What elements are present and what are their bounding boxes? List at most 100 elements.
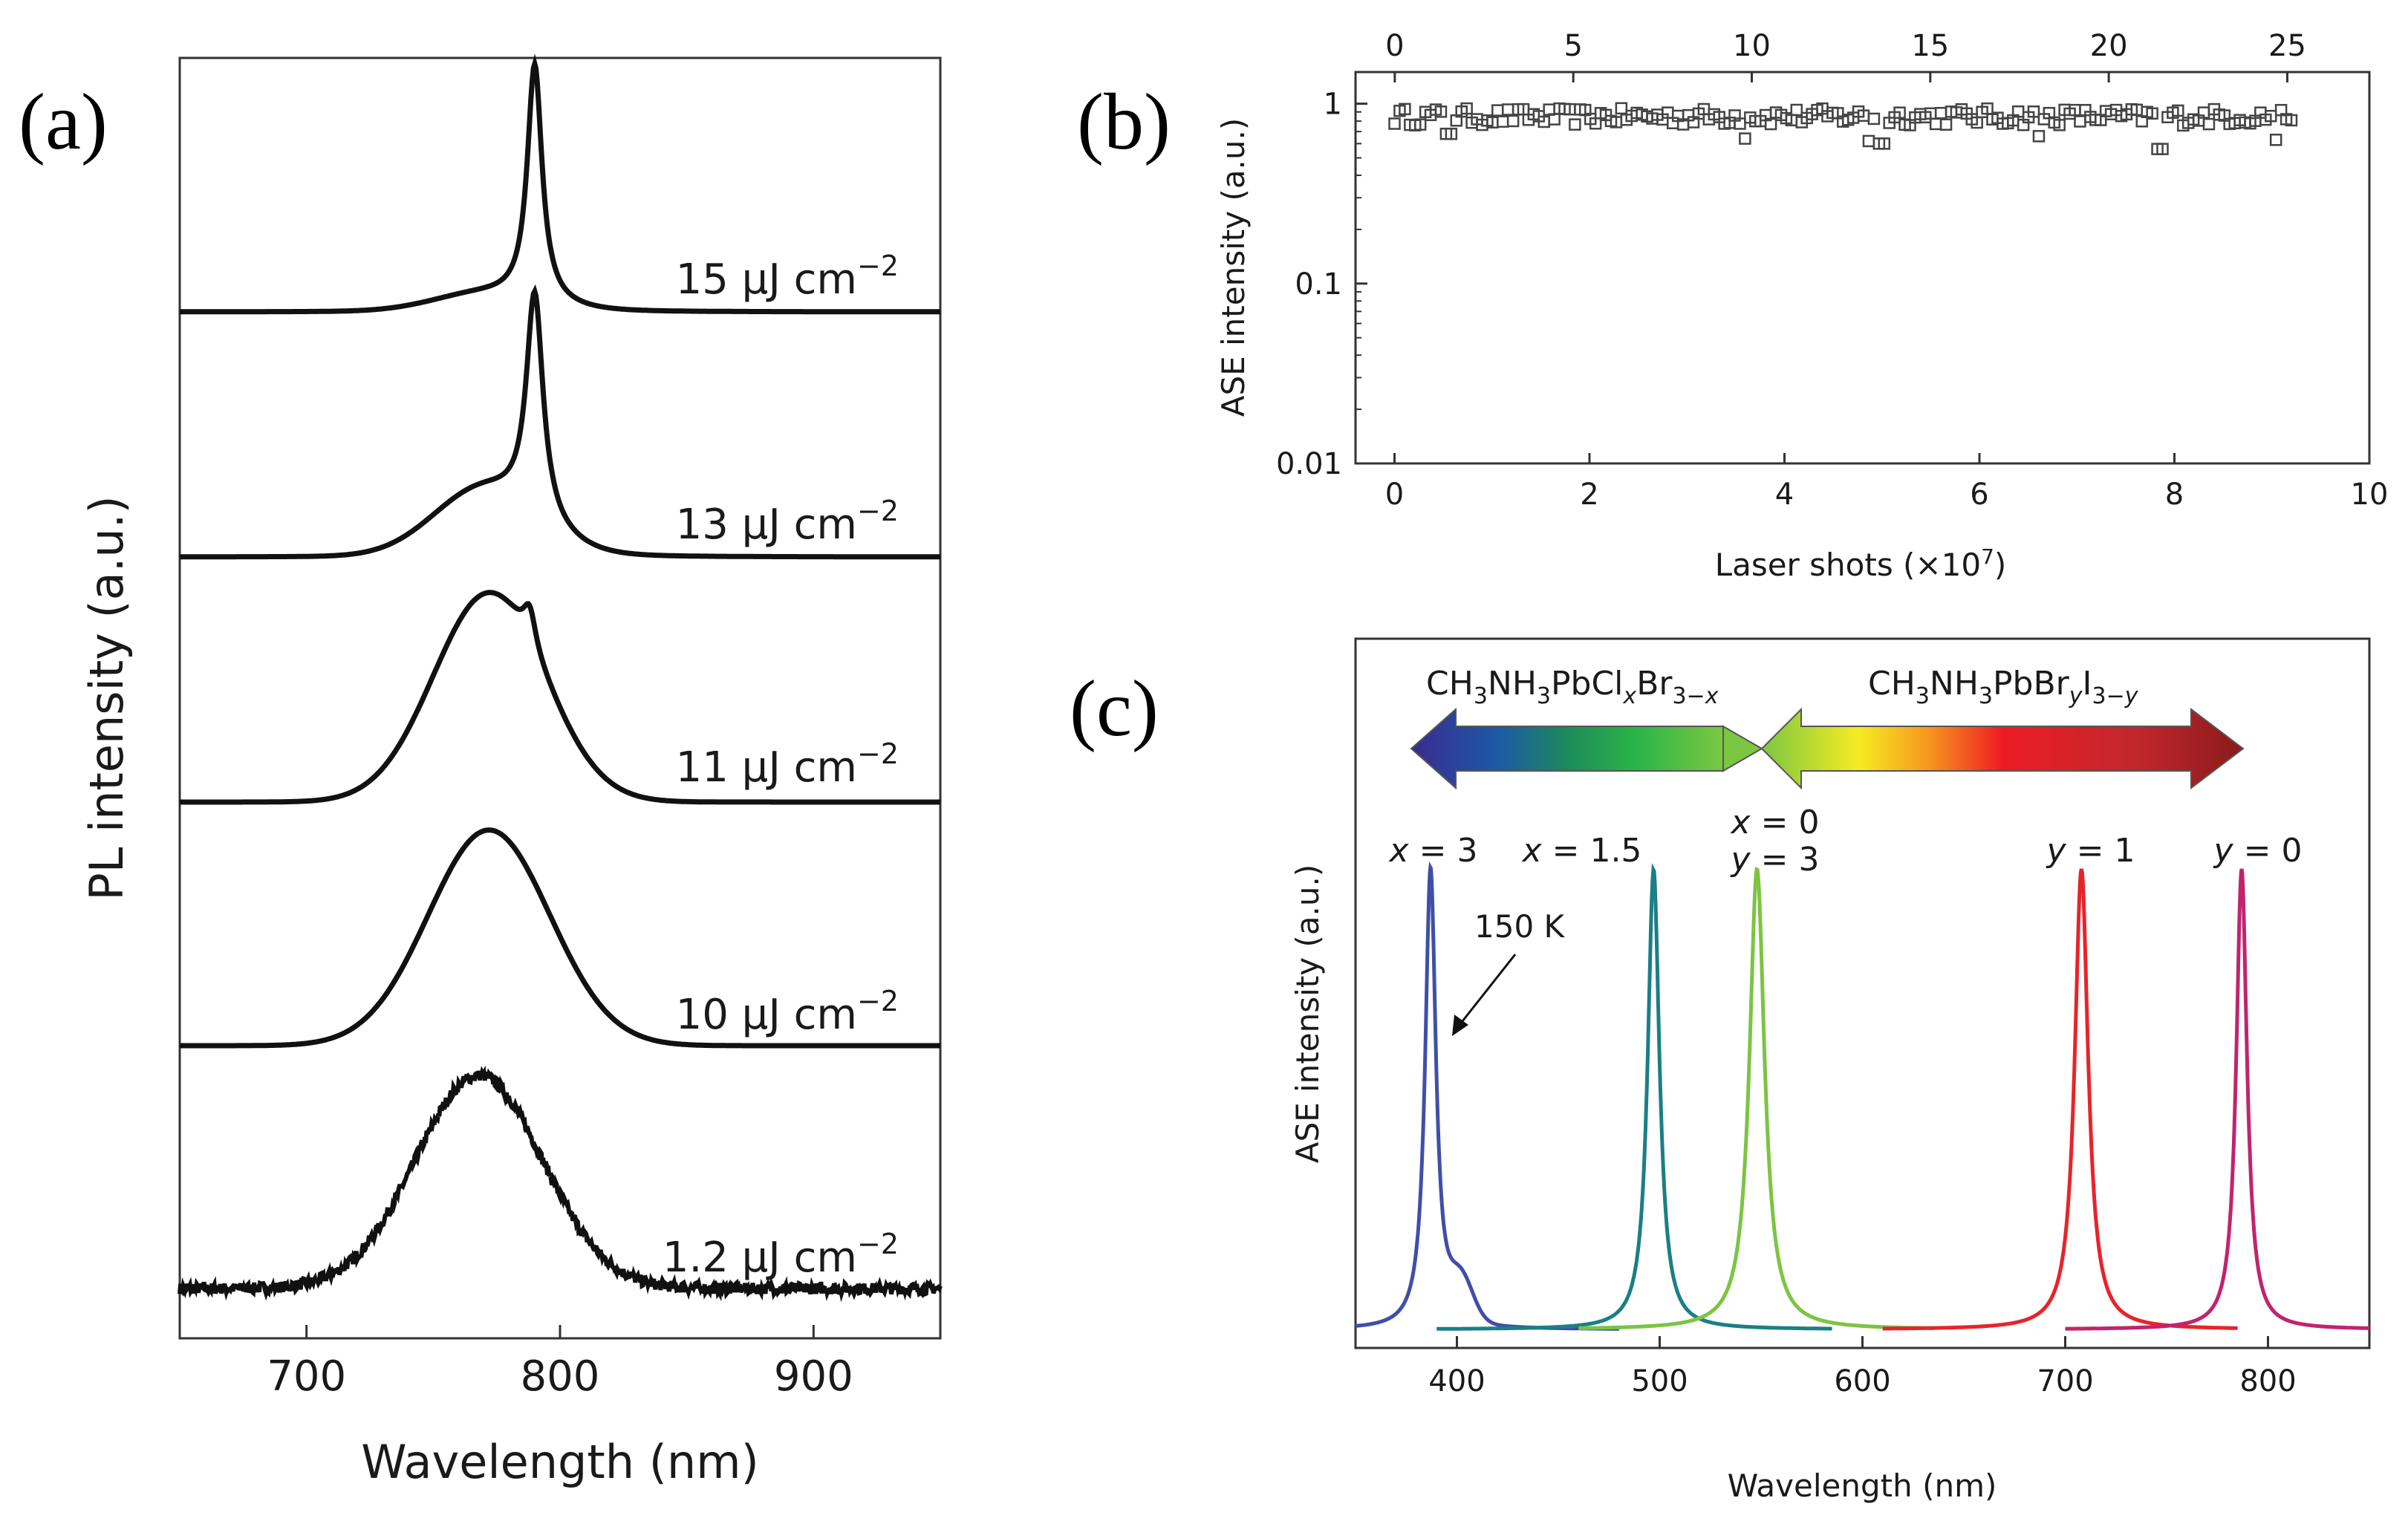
panel-b-x-tick-label: 10 [2351,478,2389,512]
ase-spectrum-curve [1436,863,1832,1331]
annotation-150k: 150 K [1474,908,1566,945]
panel-b-points [1388,102,2298,155]
ase-data-point [2032,130,2046,143]
ase-data-point [1460,102,1473,115]
ase-data-point [1764,117,1777,131]
ase-data-point [1496,115,1509,128]
panel-a-x-tick-label: 900 [774,1352,853,1401]
peak-label-x0: x = 0 [1730,804,1820,841]
panel-b-x-tick-label: 6 [1970,478,1988,512]
ase-data-point [2269,133,2282,146]
composition-arrow-right [1760,707,2245,790]
peak-label-x3: x = 3 [1388,832,1478,870]
annotation-arrow-line [1458,954,1517,1026]
panel-b-top-tick-label: 20 [2090,29,2128,63]
panel-b-x-label-main: Laser shots (×10 [1715,547,1981,583]
ase-data-point [2156,143,2169,155]
ase-data-point [1893,106,1906,119]
panel-c-y-axis-label: ASE intensity (a.u.) [1289,864,1326,1164]
ase-data-point [2074,115,2086,128]
ase-data-point [1867,112,1881,126]
panel-b-label: (b) [1077,78,1171,166]
panel-b-x-tick-label: 8 [2165,478,2184,512]
ase-data-point [1862,134,1875,148]
annotation-arrowhead [1452,1014,1468,1036]
panel-b-top-tick-label: 0 [1385,29,1404,63]
panel-c-curves [1355,861,2369,1331]
panel-c-x-ticks: 400 500 600 700 800 [1428,1336,2297,1398]
fluence-label: 1.2 μJ cm−2 [663,1228,899,1282]
peak-label-x1-5: x = 1.5 [1521,832,1642,870]
panel-a-y-axis-label: PL intensity (a.u.) [79,495,134,900]
ase-data-point [1615,102,1628,115]
ase-data-point [1939,118,1953,131]
panel-c-x-tick-label: 600 [1834,1364,1890,1398]
panel-a-x-ticks: 700 800 900 [267,1325,853,1401]
panel-c-x-tick-label: 700 [2037,1364,2093,1398]
pl-spectrum-curve [178,1065,943,1303]
fluence-label: 10 μJ cm−2 [676,985,899,1039]
ase-data-point [1388,117,1401,130]
ase-data-point [1491,104,1504,117]
panel-b-top-tick-label: 25 [2268,29,2306,63]
panel-b-y-axis-label: ASE intensity (a.u.) [1215,118,1252,417]
panel-b-x-tick-label: 0 [1385,478,1404,512]
pl-spectrum-curve [180,827,940,1049]
panel-b-x-axis-label: Laser shots (×107) [1715,544,2007,583]
ase-spectrum-curve [2065,868,2369,1331]
panel-b-x-tick-label: 4 [1775,478,1794,512]
ase-data-point [2285,114,2298,127]
panel-b-ticks: 0 2 4 6 8 10 0 5 10 15 20 25 0.01 0.1 1 [1276,29,2389,512]
panel-c-x-tick-label: 800 [2239,1364,2296,1398]
panel-b-y-tick-label: 0.1 [1295,267,1342,302]
fluence-label: 13 μJ cm−2 [676,495,899,549]
ase-data-point [2172,104,2184,117]
ase-data-point [1413,118,1427,131]
ase-data-point [1929,117,1942,131]
ase-data-point [1399,102,1411,116]
ase-data-point [1506,114,1520,128]
arrow-right-formula: CH3NH3PbBryI3−y [1868,665,2139,709]
panel-b-y-tick-label: 1 [1324,88,1342,122]
panel-b-x-label-sup: 7 [1981,544,1994,569]
panel-b-top-tick-label: 5 [1563,29,1582,63]
panel-b-x-tick-label: 2 [1580,478,1598,512]
peak-label-y0: y = 0 [2213,832,2303,870]
ase-data-point [2027,105,2040,118]
fluence-label: 15 μJ cm−2 [676,250,899,304]
ase-data-point [2053,119,2066,131]
pl-spectrum-curve [180,284,940,560]
fluence-label: 11 μJ cm−2 [676,737,899,792]
ase-data-point [1434,105,1448,118]
composition-arrow-left [1410,707,1724,790]
panel-c-label: (c) [1070,665,1159,753]
panel-a-x-axis-label: Wavelength (nm) [361,1435,759,1489]
panel-c-x-tick-label: 400 [1428,1364,1485,1398]
panel-a-frame [178,56,942,1340]
panel-c-x-tick-label: 500 [1631,1364,1688,1398]
composition-arrow-arrowhead-mid [1722,725,1764,772]
panel-b-frame [1354,71,2371,465]
panel-a-curve-labels: 15 μJ cm−2 13 μJ cm−2 11 μJ cm−2 10 μJ cm−2… [663,250,899,1282]
panel-b-x-label-end: ) [1994,547,2006,583]
ase-data-point [1569,118,1581,131]
arrow-left-formula: CH3NH3PbClxBr3−x [1426,665,1719,709]
pl-spectrum-curve [180,53,940,315]
ase-spectrum-curve [1882,868,2238,1331]
panel-c-x-axis-label: Wavelength (nm) [1728,1468,1997,1504]
ase-spectrum-curve [1355,861,1619,1331]
ase-data-point [1934,106,1947,120]
ase-data-point [1445,127,1458,140]
ase-data-point [1739,132,1751,145]
peak-label-y1: y = 1 [2046,832,2135,870]
ase-data-point [2202,117,2216,131]
ase-data-point [1878,137,1891,150]
panel-a-curves [178,53,943,1303]
panel-b-top-tick-label: 15 [1911,29,1949,63]
pl-spectrum-curve [180,590,940,805]
peak-label-y3: y = 3 [1730,841,1820,879]
panel-a-label: (a) [19,78,108,166]
ase-data-point [1790,103,1803,117]
ase-data-point [1501,103,1514,116]
